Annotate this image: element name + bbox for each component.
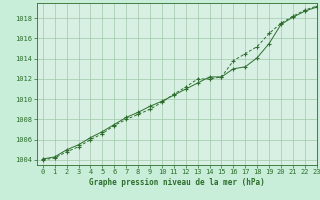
X-axis label: Graphe pression niveau de la mer (hPa): Graphe pression niveau de la mer (hPa)	[89, 178, 265, 187]
